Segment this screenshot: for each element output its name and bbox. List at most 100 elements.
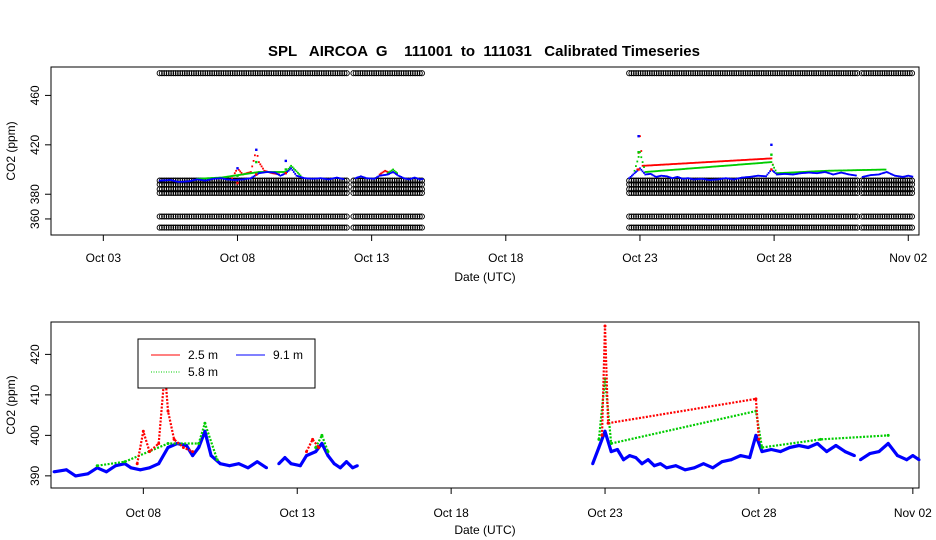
- top-ref-marker-1-1-65: [774, 213, 781, 220]
- top-point-2.5m-2-2-55: [715, 160, 718, 163]
- top-ref-marker-0-5-61: [295, 177, 302, 184]
- top-ref-marker-0-6-27: [218, 70, 225, 77]
- top-point-2.5m-2-2-88: [759, 158, 762, 160]
- top-point-9.1m-0-1-5: [176, 180, 178, 183]
- top-ref-marker-1-5-62: [767, 177, 774, 184]
- top-point-5.8m-2-2-73: [742, 163, 745, 166]
- top-ref-marker-0-1-94: [375, 213, 382, 220]
- top-point-5.8m-2-4-10: [789, 171, 792, 174]
- top-point-9.1m-1-2-5: [372, 177, 374, 180]
- top-point-5.8m-1-1-0: [392, 168, 394, 171]
- top-ref-marker-1-5-64: [772, 177, 779, 184]
- series-line-5.8m-0: [97, 422, 219, 467]
- top-point-2.5m-2-2-34: [687, 162, 690, 165]
- top-point-9.1m-2-13-3: [704, 178, 707, 181]
- top-ref-marker-1-1-118: [897, 213, 904, 220]
- top-point-9.1m-0-12-1: [259, 172, 262, 174]
- top-ref-marker-1-1-123: [908, 213, 916, 220]
- top-point-5.8m-2-2-6: [652, 170, 655, 173]
- top-point-5.8m-2-2-22: [673, 168, 676, 171]
- top-ref-marker-0-0-93: [373, 224, 380, 231]
- top-point-5.8m-2-2-31: [686, 167, 688, 170]
- top-ref-marker-1-6-94: [840, 70, 847, 77]
- top-point-5.8m-2-2-56: [719, 165, 722, 167]
- top-ref-marker-0-6-59: [291, 70, 298, 77]
- top-ref-marker-1-0-49: [737, 224, 745, 231]
- series-point-2.5m-2-0: [600, 433, 604, 437]
- top-ref-marker-1-0-44: [726, 224, 733, 231]
- top-ref-marker-0-0-110: [412, 224, 419, 231]
- top-point-9.1m-1-0-1: [356, 176, 358, 179]
- top-point-9.1m-0-11-3: [254, 174, 256, 177]
- top-point-9.1m-1-5-0: [386, 173, 389, 176]
- top-ref-marker-1-0-108: [874, 224, 881, 231]
- top-point-9.1m-1-7-3: [401, 176, 404, 179]
- top-ref-marker-0-0-19: [199, 224, 207, 231]
- top-ref-marker-0-5-58: [288, 177, 295, 184]
- top-ref-marker-1-5-119: [899, 177, 906, 184]
- top-ref-marker-1-6-48: [735, 70, 742, 77]
- top-ref-marker-1-1-17: [664, 213, 672, 220]
- top-ref-marker-0-6-9: [177, 70, 184, 77]
- top-point-9.1m-3-4-2: [896, 175, 899, 177]
- top-ref-marker-0-6-55: [282, 70, 289, 77]
- top-point-5.8m-2-5-10: [840, 169, 843, 172]
- top-ref-marker-0-6-106: [402, 70, 410, 77]
- top-y-tick-label-1: 380: [28, 184, 42, 204]
- series-point-9.1m-0-14: [184, 444, 188, 447]
- top-ref-marker-1-6-23: [678, 70, 685, 77]
- top-point-2.5m-2-2-91: [763, 157, 766, 160]
- top-ref-marker-0-6-45: [259, 70, 266, 77]
- top-ref-marker-1-5-116: [893, 177, 900, 184]
- top-ref-marker-0-0-29: [222, 224, 229, 231]
- top-ref-marker-0-5-43: [254, 177, 261, 184]
- top-ref-marker-1-1-19: [669, 213, 676, 220]
- top-ref-marker-1-0-21: [674, 224, 681, 231]
- bottom-x-tick-label-5: Nov 02: [894, 506, 932, 520]
- top-ref-marker-1-1-97: [847, 213, 854, 220]
- top-ref-marker-0-1-23: [209, 213, 216, 220]
- series-point-9.1m-0-12: [166, 446, 170, 449]
- top-point-9.1m-2-17-2: [735, 177, 738, 180]
- top-ref-marker-1-6-11: [651, 70, 658, 77]
- top-ref-marker-1-6-49: [737, 70, 745, 77]
- top-point-2.5m-2-1-0: [639, 135, 641, 138]
- top-point-5.8m-2-5-36: [875, 168, 877, 171]
- top-ref-marker-1-0-54: [749, 224, 756, 231]
- top-ref-marker-1-6-15: [660, 70, 667, 77]
- series-point-9.1m-2-19: [729, 458, 733, 462]
- top-point-9.1m-1-1-3: [364, 176, 366, 179]
- top-point-9.1m-0-5-2: [207, 179, 209, 181]
- top-ref-marker-0-0-77: [332, 224, 339, 231]
- top-ref-marker-0-0-13: [186, 224, 193, 231]
- top-point-5.8m-2-5-1: [828, 169, 830, 172]
- top-ref-marker-1-6-101: [858, 70, 865, 77]
- top-point-9.1m-2-8-2: [673, 176, 676, 179]
- top-ref-marker-0-0-48: [266, 224, 273, 231]
- top-ref-marker-1-5-101: [858, 177, 865, 184]
- top-ref-marker-1-0-23: [678, 224, 685, 231]
- top-ref-marker-1-6-102: [861, 70, 868, 77]
- top-ref-marker-1-5-73: [792, 177, 799, 184]
- series-point-9.1m-1-1: [283, 456, 287, 460]
- top-ref-marker-0-1-12: [183, 213, 191, 220]
- top-ref-marker-1-0-41: [719, 224, 726, 231]
- top-ref-marker-1-0-89: [829, 224, 836, 231]
- top-ref-marker-1-5-95: [842, 177, 849, 184]
- top-y-tick-label-3: 460: [28, 85, 42, 105]
- top-ref-marker-0-6-18: [197, 70, 204, 77]
- top-ref-marker-0-6-68: [311, 70, 318, 77]
- top-point-9.1m-1-4-5: [385, 173, 388, 176]
- top-ref-marker-1-6-30: [694, 70, 701, 77]
- top-point-9.1m-2-12-3: [696, 178, 699, 180]
- top-ref-marker-0-1-15: [190, 213, 197, 220]
- top-point-5.8m-2-2-27: [680, 168, 683, 171]
- top-ref-marker-1-5-106: [870, 177, 877, 184]
- top-point-9.1m-0-6-5: [219, 177, 221, 180]
- top-point-5.8m-2-2-51: [712, 165, 715, 168]
- top-ref-marker-1-0-10: [648, 224, 656, 231]
- top-ref-marker-1-1-13: [655, 213, 662, 220]
- top-ref-marker-1-0-74: [794, 224, 802, 231]
- top-point-9.1m-3-1-0: [869, 174, 872, 176]
- top-ref-marker-0-5-96: [380, 177, 387, 184]
